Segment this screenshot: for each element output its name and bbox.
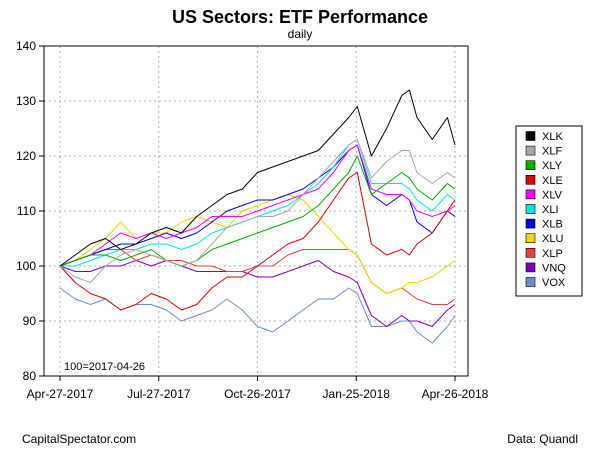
legend-swatch-xly	[525, 160, 536, 170]
series-line-xlf	[59, 139, 456, 283]
legend-swatch-xlp	[525, 248, 536, 258]
y-tick-label: 100	[16, 259, 36, 273]
y-axis: 80 90 100 110 120 130 140	[16, 39, 44, 383]
x-tick-label: Apr-27-2017	[27, 387, 94, 401]
y-tick-label: 120	[16, 149, 36, 163]
base-note: 100=2017-04-26	[64, 361, 145, 373]
legend: XLK XLF XLY XLE XLV XLI XLB XLU XLP VNQ VOX	[515, 125, 583, 297]
legend-label-xlk: XLK	[542, 131, 563, 143]
legend-swatch-xli	[525, 204, 536, 214]
series-line-xlv	[59, 144, 456, 267]
legend-swatch-vnq	[525, 262, 536, 273]
series-line-xlu	[59, 194, 456, 294]
legend-label-xlu: XLU	[542, 233, 563, 245]
legend-swatch-xlf	[525, 145, 536, 156]
series-line-xly	[59, 155, 456, 267]
x-tick-label: Apr-26-2018	[422, 387, 489, 401]
legend-swatch-xlb	[525, 218, 536, 229]
series-lines	[59, 89, 456, 344]
legend-label-vox: VOX	[542, 277, 566, 289]
x-tick-label: Oct-26-2017	[224, 387, 291, 401]
series-line-xle	[59, 172, 456, 311]
y-tick-label: 140	[16, 39, 36, 53]
chart-title: US Sectors: ETF Performance	[172, 7, 428, 27]
x-tick-label: Jan-25-2018	[323, 387, 391, 401]
chart-subtitle: daily	[288, 27, 313, 41]
legend-label-xlp: XLP	[542, 248, 563, 260]
y-tick-label: 110	[17, 204, 36, 218]
x-axis: Apr-27-2017 Jul-27-2017 Oct-26-2017 Jan-25-…	[27, 375, 489, 401]
legend-label-xlb: XLB	[542, 219, 563, 231]
legend-label-vnq: VNQ	[542, 262, 566, 274]
series-line-xli	[60, 139, 456, 267]
y-tick-label: 80	[23, 369, 37, 383]
legend-swatch-xlv	[525, 189, 536, 200]
legend-label-xle: XLE	[542, 175, 563, 187]
series-line-xlk	[59, 89, 456, 267]
legend-label-xlv: XLV	[542, 189, 563, 201]
legend-swatch-xle	[525, 175, 536, 185]
legend-label-xlf: XLF	[542, 146, 562, 158]
legend-swatch-vox	[525, 277, 536, 287]
source-right: Data: Quandl	[507, 432, 578, 446]
series-line-vnq	[59, 260, 456, 327]
x-tick-label: Jul-27-2017	[127, 387, 191, 401]
grid-lines	[44, 45, 468, 377]
legend-swatch-xlk	[525, 131, 536, 141]
y-tick-label: 130	[16, 94, 36, 108]
y-tick-label: 90	[23, 314, 37, 328]
legend-label-xli: XLI	[542, 204, 559, 216]
legend-swatch-xlu	[525, 233, 536, 243]
legend-label-xly: XLY	[542, 160, 563, 172]
source-left: CapitalSpectator.com	[22, 432, 136, 446]
